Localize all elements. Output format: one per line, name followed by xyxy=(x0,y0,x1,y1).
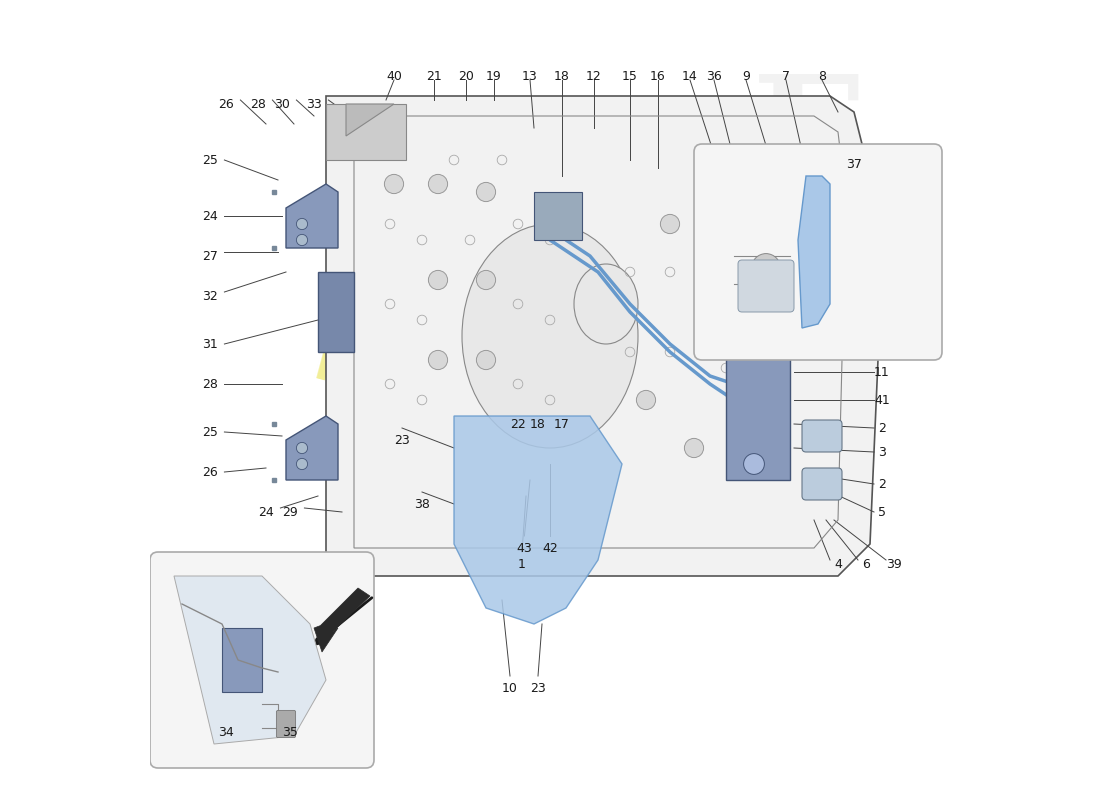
Circle shape xyxy=(716,214,736,234)
Text: 16: 16 xyxy=(650,70,666,82)
FancyBboxPatch shape xyxy=(802,468,842,500)
Circle shape xyxy=(428,350,448,370)
Text: 2: 2 xyxy=(878,422,886,434)
Text: 28: 28 xyxy=(250,98,266,110)
Polygon shape xyxy=(726,320,790,480)
Text: 24: 24 xyxy=(258,506,274,518)
Circle shape xyxy=(744,326,764,346)
Text: 19: 19 xyxy=(486,70,502,82)
Circle shape xyxy=(296,442,308,454)
Circle shape xyxy=(660,214,680,234)
Circle shape xyxy=(428,270,448,290)
Text: 29: 29 xyxy=(282,506,298,518)
Text: 2: 2 xyxy=(878,478,886,490)
Text: 25: 25 xyxy=(202,426,218,438)
Text: 32: 32 xyxy=(202,290,218,302)
Polygon shape xyxy=(222,628,262,692)
Text: 7: 7 xyxy=(782,70,790,82)
Text: 23: 23 xyxy=(530,682,546,694)
Text: F: F xyxy=(751,70,860,218)
Polygon shape xyxy=(326,104,406,160)
Polygon shape xyxy=(326,96,878,576)
Text: 6: 6 xyxy=(862,558,870,570)
Circle shape xyxy=(296,218,308,230)
Polygon shape xyxy=(818,240,850,296)
Text: 36: 36 xyxy=(706,70,722,82)
Text: 25: 25 xyxy=(202,154,218,166)
Text: 12: 12 xyxy=(586,70,602,82)
FancyBboxPatch shape xyxy=(276,710,296,738)
Text: 34: 34 xyxy=(218,726,234,738)
Circle shape xyxy=(751,254,780,282)
Text: passion for parts: passion for parts xyxy=(328,410,804,582)
Circle shape xyxy=(476,182,496,202)
Text: 1: 1 xyxy=(518,558,526,570)
Text: passion for parts: passion for parts xyxy=(312,330,788,502)
Text: 18: 18 xyxy=(530,418,546,430)
Text: 4: 4 xyxy=(834,558,842,570)
Text: 11: 11 xyxy=(874,366,890,378)
Text: 14: 14 xyxy=(682,70,697,82)
Polygon shape xyxy=(310,592,374,652)
Text: 41: 41 xyxy=(874,394,890,406)
Circle shape xyxy=(476,270,496,290)
Circle shape xyxy=(296,234,308,246)
Circle shape xyxy=(384,174,404,194)
Text: 35: 35 xyxy=(282,726,298,738)
Polygon shape xyxy=(454,416,621,624)
Text: 24: 24 xyxy=(202,210,218,222)
Polygon shape xyxy=(318,272,354,352)
Text: 5: 5 xyxy=(878,506,886,518)
Circle shape xyxy=(296,458,308,470)
FancyBboxPatch shape xyxy=(694,144,942,360)
FancyBboxPatch shape xyxy=(802,420,842,452)
Polygon shape xyxy=(286,416,338,480)
Text: 8: 8 xyxy=(818,70,826,82)
FancyBboxPatch shape xyxy=(150,552,374,768)
Text: 18: 18 xyxy=(554,70,570,82)
Text: 3: 3 xyxy=(878,446,886,458)
Text: 28: 28 xyxy=(202,378,218,390)
Circle shape xyxy=(684,438,704,458)
Text: 37: 37 xyxy=(846,158,862,170)
Text: 39: 39 xyxy=(887,558,902,570)
Text: 15: 15 xyxy=(623,70,638,82)
Polygon shape xyxy=(314,588,370,652)
Ellipse shape xyxy=(574,264,638,344)
Text: 9: 9 xyxy=(742,70,750,82)
Circle shape xyxy=(428,174,448,194)
Polygon shape xyxy=(174,576,326,744)
Text: 42: 42 xyxy=(542,542,558,554)
Text: 23: 23 xyxy=(394,434,410,446)
Text: 27: 27 xyxy=(202,250,218,262)
Ellipse shape xyxy=(462,224,638,448)
Polygon shape xyxy=(798,176,830,328)
Text: 38: 38 xyxy=(414,498,430,510)
Polygon shape xyxy=(346,104,394,136)
Text: 10: 10 xyxy=(502,682,518,694)
Text: 17: 17 xyxy=(554,418,570,430)
Text: 33: 33 xyxy=(306,98,322,110)
Text: 26: 26 xyxy=(202,466,218,478)
Polygon shape xyxy=(286,184,338,248)
Circle shape xyxy=(744,454,764,474)
Text: 13: 13 xyxy=(522,70,538,82)
Text: 26: 26 xyxy=(218,98,234,110)
Text: 22: 22 xyxy=(510,418,526,430)
Text: 43: 43 xyxy=(517,542,532,554)
Text: 31: 31 xyxy=(202,338,218,350)
Text: 21: 21 xyxy=(426,70,442,82)
Text: 20: 20 xyxy=(458,70,474,82)
Polygon shape xyxy=(534,192,582,240)
FancyBboxPatch shape xyxy=(738,260,794,312)
Circle shape xyxy=(637,390,656,410)
Text: 30: 30 xyxy=(274,98,290,110)
Circle shape xyxy=(476,350,496,370)
Text: 40: 40 xyxy=(386,70,402,82)
